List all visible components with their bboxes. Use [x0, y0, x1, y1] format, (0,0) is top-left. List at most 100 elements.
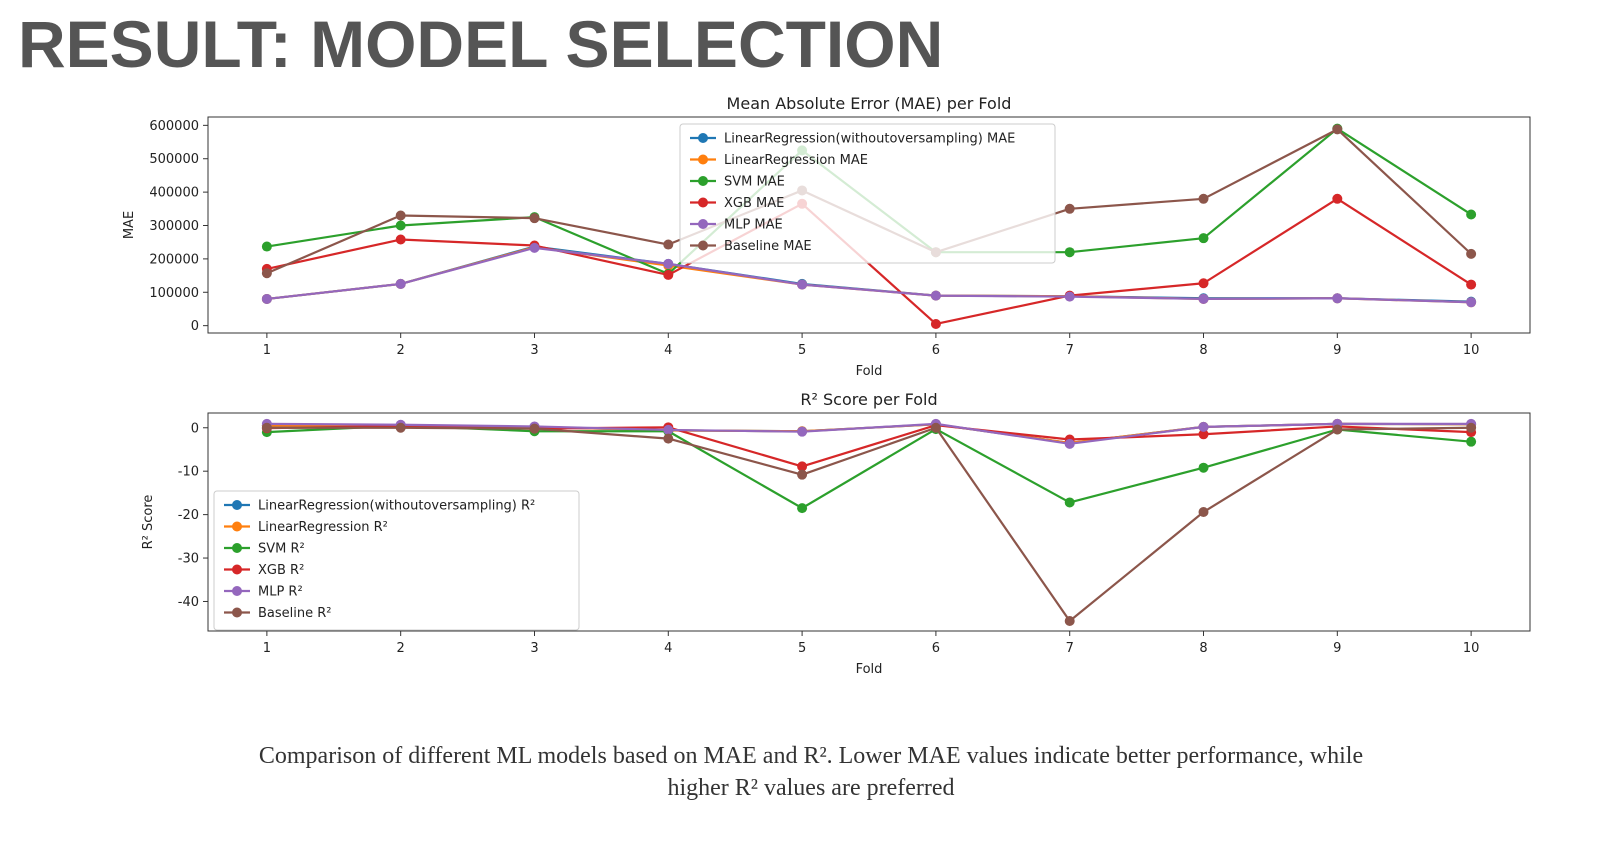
- data-point: [261, 293, 272, 304]
- data-point: [395, 422, 406, 433]
- data-point: [1466, 279, 1477, 290]
- legend-label: Baseline MAE: [724, 239, 812, 254]
- legend-frame: [213, 490, 580, 631]
- data-point: [261, 268, 272, 279]
- data-point: [1064, 203, 1075, 214]
- data-point: [1466, 436, 1477, 447]
- y-tick-label: -30: [178, 552, 199, 567]
- x-tick-label: 2: [397, 343, 405, 358]
- series-5: [261, 242, 1477, 308]
- data-point: [1198, 293, 1209, 304]
- y-axis-label: R² Score: [141, 495, 156, 550]
- chart-2: R² Score per Fold 1 2 3 4 5 6 7 8 9 10 0 -10 -20 -30 -4…: [141, 390, 1531, 677]
- y-tick-label: -40: [178, 595, 199, 610]
- legend-marker: [698, 197, 708, 208]
- data-point: [1466, 248, 1477, 259]
- x-tick-label: 3: [530, 343, 538, 358]
- legend: LinearRegression(withoutoversampling) R²…: [213, 490, 580, 631]
- x-axis-label: Fold: [856, 364, 883, 379]
- legend: LinearRegression(withoutoversampling) MA…: [679, 123, 1056, 264]
- x-tick-label: 9: [1333, 641, 1341, 656]
- data-point: [1064, 291, 1075, 302]
- x-tick-label: 2: [397, 641, 405, 656]
- x-tick-label: 10: [1463, 343, 1480, 358]
- legend-label: XGB R²: [258, 563, 304, 578]
- data-point: [395, 220, 406, 231]
- x-tick-label: 4: [664, 641, 672, 656]
- data-point: [663, 258, 674, 269]
- y-tick-label: 100000: [149, 286, 199, 301]
- data-point: [797, 279, 808, 290]
- legend-label: SVM R²: [258, 542, 305, 557]
- y-tick-label: 0: [191, 421, 199, 436]
- data-point: [797, 503, 808, 514]
- data-point: [1064, 438, 1075, 449]
- figure-caption: Comparison of different ML models based …: [0, 740, 1622, 804]
- y-tick-label: 200000: [149, 252, 199, 267]
- x-tick-label: 9: [1333, 343, 1341, 358]
- x-tick-label: 5: [798, 343, 806, 358]
- y-tick-label: 500000: [149, 152, 199, 167]
- data-point: [395, 210, 406, 221]
- plot-frame: [207, 412, 1531, 632]
- data-point: [1198, 193, 1209, 204]
- data-point: [797, 469, 808, 480]
- data-point: [1064, 616, 1075, 627]
- data-point: [261, 422, 272, 433]
- legend-frame: [679, 123, 1056, 264]
- x-tick-label: 4: [664, 343, 672, 358]
- data-point: [663, 239, 674, 250]
- legend-marker: [698, 154, 708, 165]
- series-6: [261, 422, 1477, 627]
- legend-label: LinearRegression(withoutoversampling) MA…: [724, 132, 1015, 147]
- y-axis-label: MAE: [122, 211, 137, 239]
- chart-title: Mean Absolute Error (MAE) per Fold: [727, 94, 1012, 113]
- y-tick-label: -10: [178, 465, 199, 480]
- data-point: [395, 278, 406, 289]
- data-point: [1064, 247, 1075, 258]
- data-point: [663, 433, 674, 444]
- legend-marker: [232, 543, 242, 553]
- data-point: [261, 241, 272, 252]
- caption-line-2: higher R² values are preferred: [667, 775, 955, 801]
- data-point: [1064, 497, 1075, 508]
- x-tick-label: 8: [1199, 641, 1207, 656]
- data-point: [930, 422, 941, 433]
- data-point: [1198, 421, 1209, 432]
- data-point: [930, 290, 941, 301]
- data-point: [529, 213, 540, 224]
- x-tick-label: 7: [1066, 343, 1074, 358]
- legend-label: XGB MAE: [724, 196, 784, 211]
- legend-marker: [232, 607, 242, 618]
- series-2: [261, 418, 1477, 448]
- x-tick-label: 1: [263, 343, 271, 358]
- series-line: [266, 246, 1472, 304]
- data-point: [1466, 422, 1477, 433]
- data-point: [797, 461, 808, 472]
- slide-title: RESULT: MODEL SELECTION: [18, 7, 944, 81]
- data-point: [1198, 278, 1209, 289]
- y-tick-label: -20: [178, 508, 199, 523]
- data-point: [797, 426, 808, 437]
- data-point: [930, 318, 941, 329]
- legend-marker: [698, 176, 708, 186]
- series-line: [266, 426, 1472, 623]
- data-point: [1198, 462, 1209, 473]
- y-tick-label: 400000: [149, 186, 199, 201]
- x-tick-label: 3: [530, 641, 538, 656]
- legend-marker: [232, 500, 242, 510]
- data-point: [1332, 124, 1343, 135]
- legend-marker: [698, 240, 708, 251]
- series-5: [261, 418, 1477, 449]
- data-point: [663, 269, 674, 280]
- caption-line-1: Comparison of different ML models based …: [258, 743, 1364, 769]
- data-point: [1466, 209, 1477, 220]
- x-tick-label: 8: [1199, 343, 1207, 358]
- legend-marker: [232, 521, 242, 532]
- x-tick-label: 10: [1463, 641, 1480, 656]
- legend-label: LinearRegression(withoutoversampling) R²: [258, 499, 535, 514]
- y-tick-label: 300000: [149, 219, 199, 234]
- chart-1: Mean Absolute Error (MAE) per Fold 1 2 3 4 5 6…: [122, 94, 1531, 379]
- series-line: [266, 424, 1472, 468]
- legend-marker: [698, 133, 708, 143]
